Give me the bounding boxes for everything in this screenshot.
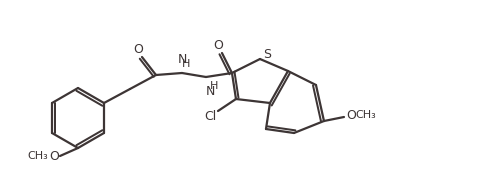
Text: CH₃: CH₃ — [356, 110, 376, 120]
Text: CH₃: CH₃ — [28, 151, 49, 161]
Text: Cl: Cl — [204, 110, 216, 122]
Text: O: O — [346, 109, 356, 122]
Text: O: O — [49, 150, 59, 162]
Text: O: O — [213, 38, 223, 52]
Text: N: N — [177, 53, 187, 65]
Text: O: O — [133, 43, 143, 55]
Text: H: H — [182, 59, 190, 69]
Text: H: H — [210, 81, 218, 91]
Text: S: S — [263, 47, 271, 61]
Text: N: N — [205, 84, 214, 97]
